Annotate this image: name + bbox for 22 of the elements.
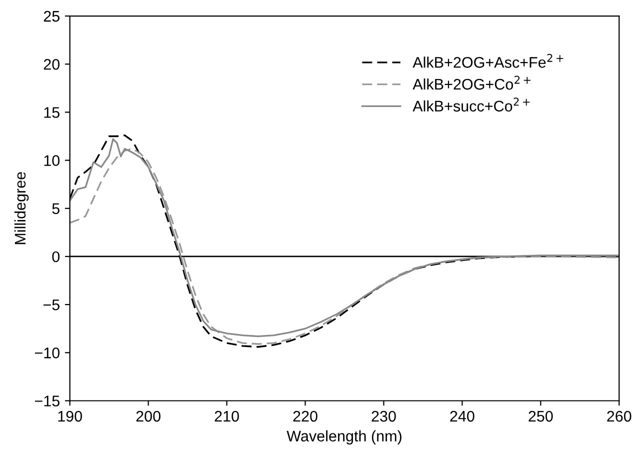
- x-tick-label: 210: [214, 410, 239, 422]
- legend-label: AlkB+2OG+Asc+Fe$^{2+}$: [412, 54, 564, 68]
- y-tick-label: 0: [52, 251, 60, 262]
- x-tick-label: 200: [136, 410, 160, 422]
- y-tick-label: 15: [44, 107, 60, 118]
- x-tick-label: 190: [58, 410, 82, 422]
- y-axis-title: Millidegree: [14, 172, 29, 244]
- y-tick-label: 10: [44, 155, 60, 166]
- y-tick-label: 5: [52, 203, 60, 214]
- x-axis-title: Wavelength (nm): [286, 430, 402, 445]
- legend-label: AlkB+succ+Co$^{2+}$: [412, 98, 530, 112]
- y-tick-label: 20: [44, 58, 60, 70]
- x-tick-label: 240: [450, 410, 474, 422]
- x-tick-label: 260: [607, 410, 632, 422]
- y-tick-label: 25: [44, 10, 60, 22]
- x-tick-label: 220: [293, 410, 318, 422]
- legend-label: AlkB+2OG+Co$^{2+}$: [412, 76, 531, 90]
- x-tick-label: 250: [528, 410, 553, 422]
- y-tick-label: −15: [34, 396, 60, 406]
- y-tick-label: −10: [34, 348, 60, 358]
- x-tick-label: 230: [372, 410, 396, 422]
- y-tick-label: −5: [43, 300, 60, 310]
